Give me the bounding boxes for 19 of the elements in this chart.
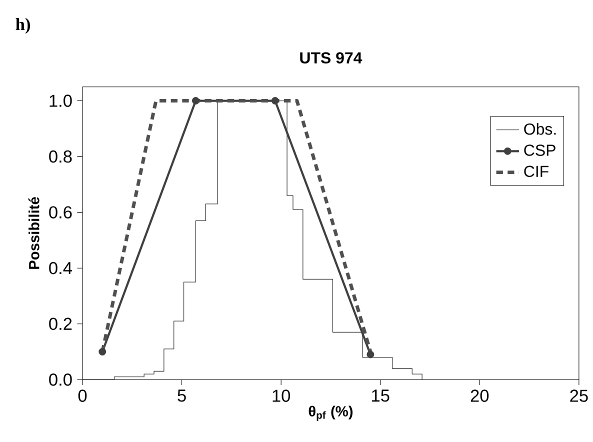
y-tick-label: 0.8 xyxy=(49,150,72,163)
chart-title: UTS 974 xyxy=(300,52,362,64)
y-tick-label: 0.2 xyxy=(49,318,72,330)
x-tick-label: 15 xyxy=(372,390,390,402)
x-tick-label: 10 xyxy=(272,390,290,402)
x-tick-label: 25 xyxy=(570,390,588,402)
x-axis-title: θ$_{pf}$ (%) xyxy=(308,406,353,421)
x-tick-label: 0 xyxy=(78,390,87,402)
y-tick-label: 1.0 xyxy=(50,94,72,107)
x-tick-label: 20 xyxy=(470,390,489,402)
y-tick-label: 0.6 xyxy=(49,206,72,218)
y-axis-title: Possibilité xyxy=(28,197,40,269)
y-tick-label: 0.4 xyxy=(49,262,72,274)
y-tick-label: 0.0 xyxy=(49,373,72,386)
x-tick-label: 5 xyxy=(178,390,186,402)
legend-label: Obs. xyxy=(524,122,556,135)
legend-label: CIF xyxy=(524,166,548,177)
legend-label: CSP xyxy=(524,144,556,156)
text: h) xyxy=(16,18,30,34)
